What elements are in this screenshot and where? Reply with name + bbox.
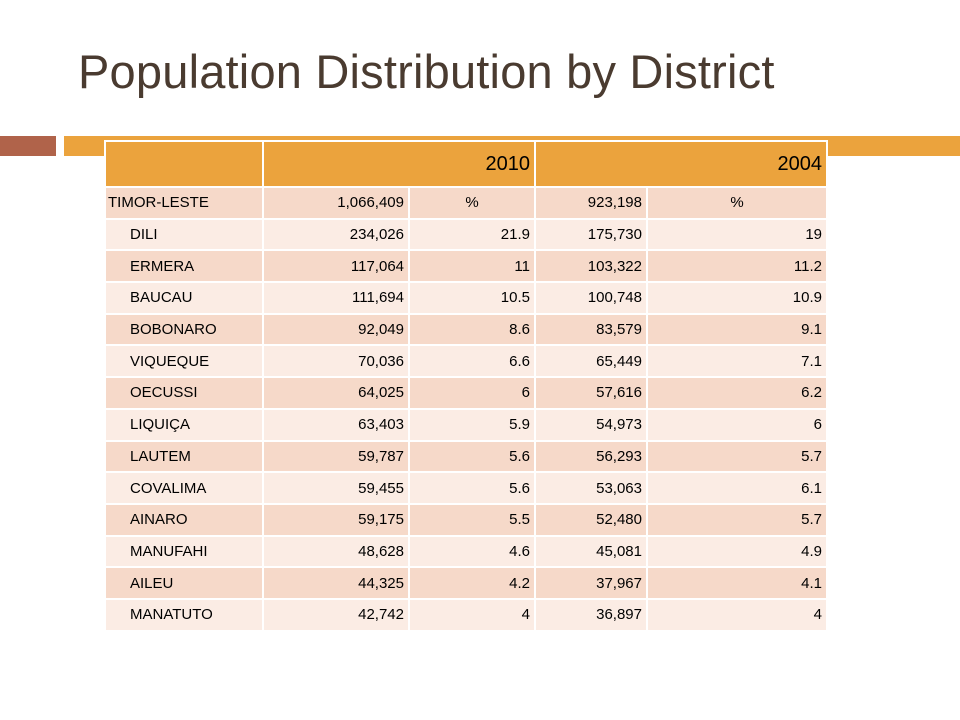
percent-2004: 9.1 — [646, 312, 828, 347]
percent-2004: 6.1 — [646, 471, 828, 505]
population-2010: 59,175 — [262, 502, 410, 537]
population-2010: 64,025 — [262, 376, 410, 410]
population-2010: 111,694 — [262, 281, 410, 315]
population-2004: 100,748 — [534, 281, 648, 315]
district-name: BOBONARO — [104, 312, 264, 347]
population-2004: 175,730 — [534, 217, 648, 252]
percent-2010: 5.9 — [408, 407, 536, 442]
population-2010: 59,455 — [262, 471, 410, 505]
percent-2010: 4.2 — [408, 566, 536, 600]
population-2004: 83,579 — [534, 312, 648, 347]
table-row: DILI 234,026 21.9 175,730 19 — [104, 217, 828, 252]
population-2004: 65,449 — [534, 344, 648, 379]
district-name: MANUFAHI — [104, 534, 264, 569]
population-2010: 70,036 — [262, 344, 410, 379]
percent-2004: 6 — [646, 407, 828, 442]
percent-2004: 10.9 — [646, 281, 828, 315]
percent-2010: 4 — [408, 597, 536, 632]
table-row: BAUCAU 111,694 10.5 100,748 10.9 — [104, 281, 828, 315]
percent-2004: 7.1 — [646, 344, 828, 379]
percent-2004: 5.7 — [646, 439, 828, 474]
header-year-2004: 2004 — [534, 140, 828, 188]
population-2010: 42,742 — [262, 597, 410, 632]
population-2004: 36,897 — [534, 597, 648, 632]
population-2010: 234,026 — [262, 217, 410, 252]
table-header: 2010 2004 — [104, 140, 828, 188]
percent-2004: 19 — [646, 217, 828, 252]
district-name: LIQUIÇA — [104, 407, 264, 442]
population-2010: 59,787 — [262, 439, 410, 474]
population-2004: 37,967 — [534, 566, 648, 600]
table-row: LIQUIÇA 63,403 5.9 54,973 6 — [104, 407, 828, 442]
population-2004: 45,081 — [534, 534, 648, 569]
population-2004: 56,293 — [534, 439, 648, 474]
table-row: COVALIMA 59,455 5.6 53,063 6.1 — [104, 471, 828, 505]
table-row: ERMERA 117,064 11 103,322 11.2 — [104, 249, 828, 284]
percent-2004: 4 — [646, 597, 828, 632]
percent-2004: 6.2 — [646, 376, 828, 410]
percent-2010: 10.5 — [408, 281, 536, 315]
population-2004: 54,973 — [534, 407, 648, 442]
population-table-container: 2010 2004 TIMOR-LESTE 1,066,409 % 923,19… — [104, 140, 828, 632]
table-row: MANUFAHI 48,628 4.6 45,081 4.9 — [104, 534, 828, 569]
population-2010: 63,403 — [262, 407, 410, 442]
percent-2010: 5.5 — [408, 502, 536, 537]
population-2004: 57,616 — [534, 376, 648, 410]
percent-2010: 11 — [408, 249, 536, 284]
table-body: TIMOR-LESTE 1,066,409 % 923,198 % DILI 23… — [104, 186, 828, 632]
population-2004: 53,063 — [534, 471, 648, 505]
percent-2010: 5.6 — [408, 439, 536, 474]
percent-2004-header: % — [646, 186, 828, 220]
table-row: MANATUTO 42,742 4 36,897 4 — [104, 597, 828, 632]
population-2004: 52,480 — [534, 502, 648, 537]
district-name: TIMOR-LESTE — [104, 186, 264, 220]
district-name: COVALIMA — [104, 471, 264, 505]
percent-2010: 5.6 — [408, 471, 536, 505]
percent-2010: 21.9 — [408, 217, 536, 252]
percent-2004: 4.1 — [646, 566, 828, 600]
percent-2010: 6 — [408, 376, 536, 410]
header-year-2010: 2010 — [262, 140, 536, 188]
district-name: DILI — [104, 217, 264, 252]
percent-2010: 6.6 — [408, 344, 536, 379]
district-name: LAUTEM — [104, 439, 264, 474]
slide-title: Population Distribution by District — [78, 45, 775, 98]
district-name: VIQUEQUE — [104, 344, 264, 379]
population-2004: 103,322 — [534, 249, 648, 284]
percent-2010: 8.6 — [408, 312, 536, 347]
population-2010: 44,325 — [262, 566, 410, 600]
table-header-row: 2010 2004 — [104, 140, 828, 188]
table-row: BOBONARO 92,049 8.6 83,579 9.1 — [104, 312, 828, 347]
percent-2010-header: % — [408, 186, 536, 220]
district-name: BAUCAU — [104, 281, 264, 315]
table-row: OECUSSI 64,025 6 57,616 6.2 — [104, 376, 828, 410]
table-row: LAUTEM 59,787 5.6 56,293 5.7 — [104, 439, 828, 474]
percent-2004: 4.9 — [646, 534, 828, 569]
population-2010: 92,049 — [262, 312, 410, 347]
table-row: VIQUEQUE 70,036 6.6 65,449 7.1 — [104, 344, 828, 379]
population-2010: 1,066,409 — [262, 186, 410, 220]
table-row: AINARO 59,175 5.5 52,480 5.7 — [104, 502, 828, 537]
population-2004: 923,198 — [534, 186, 648, 220]
district-name: MANATUTO — [104, 597, 264, 632]
accent-bar-left — [0, 136, 56, 156]
percent-2010: 4.6 — [408, 534, 536, 569]
population-2010: 117,064 — [262, 249, 410, 284]
table-row: AILEU 44,325 4.2 37,967 4.1 — [104, 566, 828, 600]
district-name: AILEU — [104, 566, 264, 600]
percent-2004: 11.2 — [646, 249, 828, 284]
header-blank-cell — [104, 140, 264, 188]
table-row-total: TIMOR-LESTE 1,066,409 % 923,198 % — [104, 186, 828, 220]
district-name: AINARO — [104, 502, 264, 537]
district-name: OECUSSI — [104, 376, 264, 410]
population-table: 2010 2004 TIMOR-LESTE 1,066,409 % 923,19… — [104, 140, 828, 632]
population-2010: 48,628 — [262, 534, 410, 569]
district-name: ERMERA — [104, 249, 264, 284]
percent-2004: 5.7 — [646, 502, 828, 537]
